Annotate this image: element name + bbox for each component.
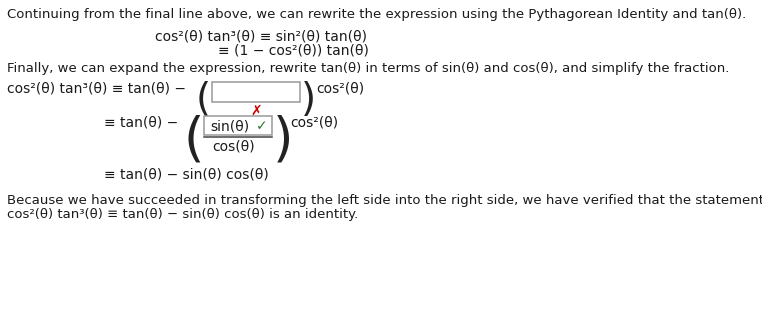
Text: Because we have succeeded in transforming the left side into the right side, we : Because we have succeeded in transformin…: [7, 194, 762, 207]
Text: cos(θ): cos(θ): [212, 139, 255, 153]
Text: ≡ tan(θ) − sin(θ) cos(θ): ≡ tan(θ) − sin(θ) cos(θ): [104, 168, 269, 182]
Text: (: (: [184, 114, 204, 166]
Text: ): ): [301, 81, 316, 119]
Text: Finally, we can expand the expression, rewrite tan(θ) in terms of sin(θ) and cos: Finally, we can expand the expression, r…: [7, 62, 729, 75]
Text: cos²(θ) tan³(θ) ≡ tan(θ) − sin(θ) cos(θ) is an identity.: cos²(θ) tan³(θ) ≡ tan(θ) − sin(θ) cos(θ)…: [7, 208, 358, 221]
Text: ≡ (1 − cos²(θ)) tan(θ): ≡ (1 − cos²(θ)) tan(θ): [218, 44, 369, 58]
Text: ✗: ✗: [250, 104, 262, 118]
Text: cos²(θ) tan³(θ) ≡ sin²(θ) tan(θ): cos²(θ) tan³(θ) ≡ sin²(θ) tan(θ): [155, 30, 367, 44]
Text: cos²(θ): cos²(θ): [316, 82, 364, 96]
Text: (: (: [196, 81, 211, 119]
Text: ): ): [273, 114, 293, 166]
Text: sin(θ): sin(θ): [210, 119, 249, 133]
Text: ✓: ✓: [256, 119, 268, 133]
Text: cos²(θ) tan³(θ) ≡ tan(θ) −: cos²(θ) tan³(θ) ≡ tan(θ) −: [7, 82, 186, 96]
FancyBboxPatch shape: [212, 82, 300, 102]
Text: Continuing from the final line above, we can rewrite the expression using the Py: Continuing from the final line above, we…: [7, 8, 746, 21]
Text: ≡ tan(θ) −: ≡ tan(θ) −: [104, 116, 178, 130]
Text: cos²(θ): cos²(θ): [290, 116, 338, 130]
FancyBboxPatch shape: [204, 116, 272, 135]
